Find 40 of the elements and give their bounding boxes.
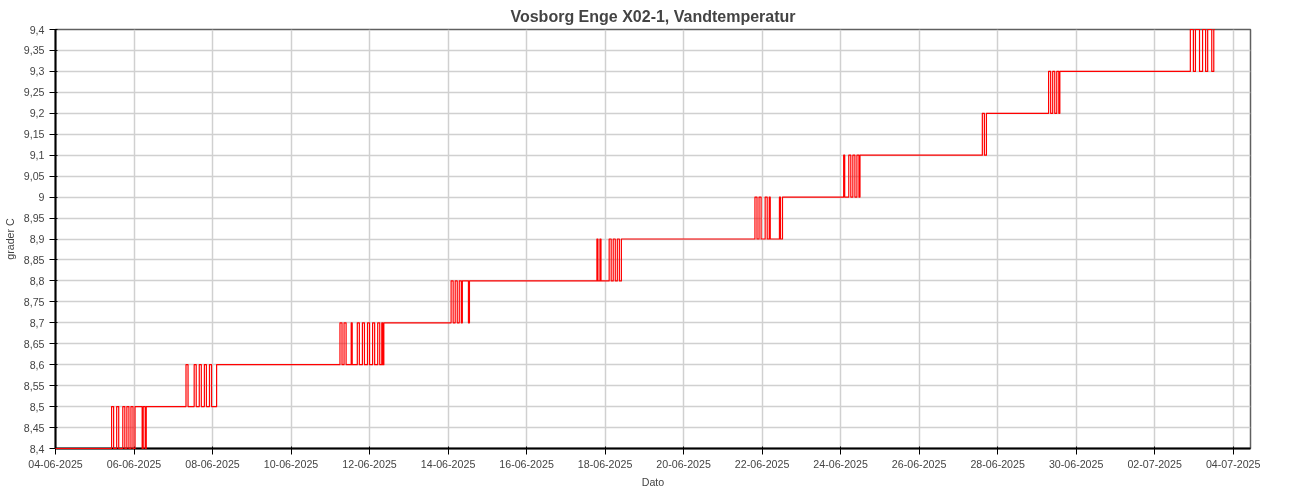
x-tick-label: 12-06-2025 xyxy=(342,457,397,470)
x-tick-label: 26-06-2025 xyxy=(891,457,947,470)
x-tick-label: 20-06-2025 xyxy=(656,457,711,470)
x-tick-label: 24-06-2025 xyxy=(813,457,868,470)
y-tick-label: 9,4 xyxy=(29,23,45,36)
x-tick-label: 14-06-2025 xyxy=(420,457,476,470)
y-tick-label: 9,1 xyxy=(29,149,45,162)
y-tick-label: 8,95 xyxy=(23,212,45,225)
y-tick-label: 8,65 xyxy=(23,337,45,350)
chart-title: Vosborg Enge X02-1, Vandtemperatur xyxy=(510,7,796,25)
y-tick-label: 8,55 xyxy=(23,379,45,392)
x-tick-label: 02-07-2025 xyxy=(1127,457,1182,470)
y-tick-label: 9,05 xyxy=(23,170,45,183)
y-tick-label: 9,2 xyxy=(29,107,45,120)
x-tick-label: 18-06-2025 xyxy=(577,457,633,470)
y-tick-label: 8,8 xyxy=(29,274,45,287)
x-tick-label: 08-06-2025 xyxy=(185,457,240,470)
x-tick-label: 04-06-2025 xyxy=(28,457,83,470)
y-tick-label: 9 xyxy=(38,191,45,204)
x-tick-label: 16-06-2025 xyxy=(499,457,554,470)
y-axis-title: grader C xyxy=(3,217,16,260)
y-tick-label: 9,3 xyxy=(29,65,45,78)
x-tick-label: 28-06-2025 xyxy=(970,457,1025,470)
y-tick-label: 8,75 xyxy=(23,295,45,308)
y-tick-label: 8,7 xyxy=(29,316,45,329)
y-tick-label: 8,5 xyxy=(29,400,45,413)
x-tick-label: 06-06-2025 xyxy=(106,457,162,470)
x-axis-title: Dato xyxy=(641,475,665,488)
y-tick-label: 9,25 xyxy=(23,86,45,99)
x-tick-label: 22-06-2025 xyxy=(734,457,790,470)
x-tick-label: 10-06-2025 xyxy=(263,457,319,470)
x-tick-label: 30-06-2025 xyxy=(1048,457,1104,470)
y-tick-label: 8,45 xyxy=(23,421,45,434)
x-tick-label: 04-07-2025 xyxy=(1205,457,1261,470)
y-tick-label: 8,85 xyxy=(23,253,45,266)
y-tick-label: 8,9 xyxy=(29,233,45,245)
y-tick-label: 8,6 xyxy=(29,358,45,371)
y-tick-label: 8,4 xyxy=(29,442,45,455)
y-tick-label: 9,15 xyxy=(23,128,45,141)
y-tick-label: 9,35 xyxy=(23,44,45,57)
